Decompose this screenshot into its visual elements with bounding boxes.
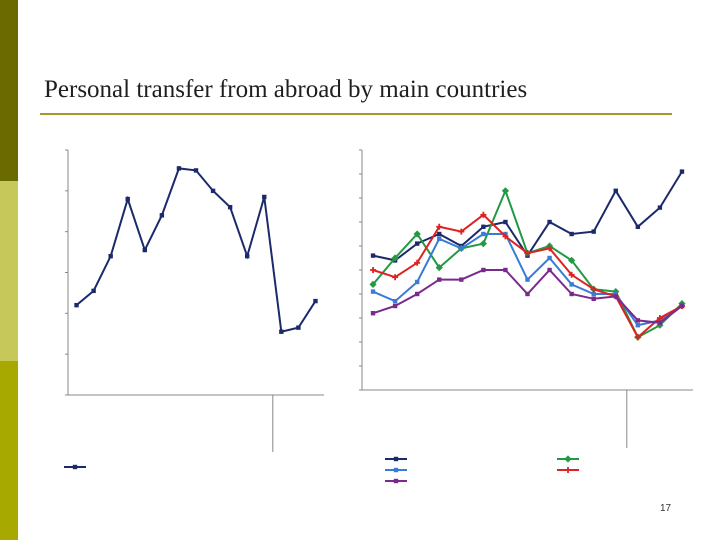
series-ireland (370, 231, 685, 328)
data-point (569, 282, 574, 287)
data-point (481, 224, 486, 229)
data-point (503, 219, 508, 225)
data-point (414, 279, 420, 285)
russia-chart (37, 128, 327, 484)
legend-marker (565, 467, 571, 473)
legend-marker (393, 456, 399, 462)
data-point (657, 320, 663, 325)
data-point (370, 267, 377, 273)
data-point (679, 303, 685, 309)
side-stripe-middle (0, 181, 18, 361)
data-point (142, 247, 147, 253)
data-point (590, 286, 597, 293)
series-line (75, 167, 317, 333)
data-point (392, 274, 399, 281)
data-point (502, 233, 509, 240)
countries-chart (333, 128, 698, 490)
data-point (547, 219, 552, 225)
data-point (108, 253, 113, 259)
series-spain (370, 211, 685, 341)
countries-chart-svg (359, 149, 693, 484)
data-point (501, 187, 510, 195)
data-point (657, 205, 663, 210)
data-point (525, 291, 530, 297)
data-point (569, 231, 574, 237)
data-point (193, 168, 199, 173)
series-russia (74, 166, 318, 334)
data-point (414, 259, 421, 266)
page-number: 17 (660, 503, 672, 514)
data-point (635, 323, 641, 328)
data-point (458, 228, 465, 235)
data-point (591, 296, 596, 301)
data-point (635, 224, 641, 229)
slide-title: Personal transfer from abroad by main co… (44, 76, 528, 103)
data-point (569, 291, 574, 297)
data-point (503, 267, 508, 273)
legend-marker (72, 464, 78, 470)
data-point (313, 298, 318, 304)
data-point (547, 255, 552, 261)
side-stripe-top (0, 0, 18, 181)
data-point (591, 291, 596, 297)
data-point (481, 267, 486, 273)
data-point (635, 318, 641, 323)
series-line (372, 188, 683, 339)
data-point (435, 264, 443, 272)
data-point (437, 236, 442, 241)
legend-marker (393, 467, 399, 473)
data-point (459, 246, 464, 251)
data-point (392, 299, 398, 304)
data-point (125, 196, 130, 202)
data-point (210, 188, 216, 194)
data-point (370, 253, 376, 258)
data-point (679, 169, 685, 174)
side-stripe-bottom (0, 361, 18, 540)
data-point (525, 277, 530, 282)
data-point (91, 288, 96, 294)
data-point (370, 289, 376, 294)
data-point (74, 302, 79, 308)
data-point (591, 229, 596, 234)
data-point (613, 188, 618, 193)
data-point (176, 166, 182, 171)
data-point (245, 253, 250, 259)
data-point (480, 211, 487, 218)
data-point (612, 288, 620, 296)
data-point (656, 321, 664, 329)
data-point (296, 325, 301, 330)
data-point (437, 277, 442, 282)
data-point (392, 303, 398, 309)
data-point (547, 267, 552, 273)
data-point (262, 194, 267, 200)
data-point (370, 311, 376, 316)
data-point (227, 204, 233, 210)
data-point (414, 291, 420, 297)
data-point (159, 213, 165, 218)
series-israel (370, 169, 685, 263)
data-point (437, 231, 442, 237)
data-point (436, 223, 443, 230)
legend-marker (393, 478, 399, 484)
legend-marker (564, 455, 572, 463)
data-point (656, 315, 663, 321)
data-point (459, 277, 464, 282)
russia-chart-svg (64, 149, 324, 470)
data-point (479, 240, 487, 248)
data-point (481, 231, 486, 237)
title-underline (40, 113, 672, 115)
data-point (414, 241, 420, 246)
data-point (634, 334, 641, 341)
data-point (524, 250, 531, 257)
data-point (279, 329, 284, 334)
series-portugal (370, 267, 685, 325)
data-point (613, 294, 618, 299)
data-point (391, 254, 399, 262)
series-line (372, 171, 683, 262)
data-point (546, 245, 553, 252)
data-point (568, 271, 575, 278)
